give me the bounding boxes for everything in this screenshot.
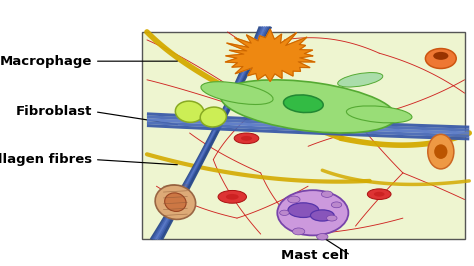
Ellipse shape [346,106,412,123]
Circle shape [321,191,333,197]
Ellipse shape [201,82,273,105]
Text: Macrophage: Macrophage [0,55,92,68]
Polygon shape [225,29,315,81]
Ellipse shape [433,52,448,60]
Ellipse shape [428,134,454,169]
Circle shape [288,196,300,203]
Ellipse shape [164,193,186,211]
Ellipse shape [426,48,456,69]
Ellipse shape [218,190,246,203]
Ellipse shape [288,203,319,218]
Circle shape [280,210,289,215]
Ellipse shape [234,133,259,144]
Ellipse shape [200,107,227,127]
Ellipse shape [434,144,447,159]
Ellipse shape [220,80,396,133]
Ellipse shape [226,194,238,200]
Circle shape [317,234,328,240]
Text: Fibroblast: Fibroblast [16,105,92,118]
FancyBboxPatch shape [142,32,465,239]
Text: Collagen fibres: Collagen fibres [0,153,92,166]
Circle shape [331,202,342,208]
Text: Mast cell: Mast cell [281,249,348,262]
Circle shape [327,215,337,221]
Ellipse shape [277,190,348,235]
Ellipse shape [310,210,334,221]
Ellipse shape [155,185,196,219]
Ellipse shape [367,189,391,200]
Ellipse shape [337,73,383,87]
Ellipse shape [283,95,323,113]
Ellipse shape [374,192,384,197]
Circle shape [292,228,305,235]
Ellipse shape [175,101,204,122]
Ellipse shape [241,136,252,141]
